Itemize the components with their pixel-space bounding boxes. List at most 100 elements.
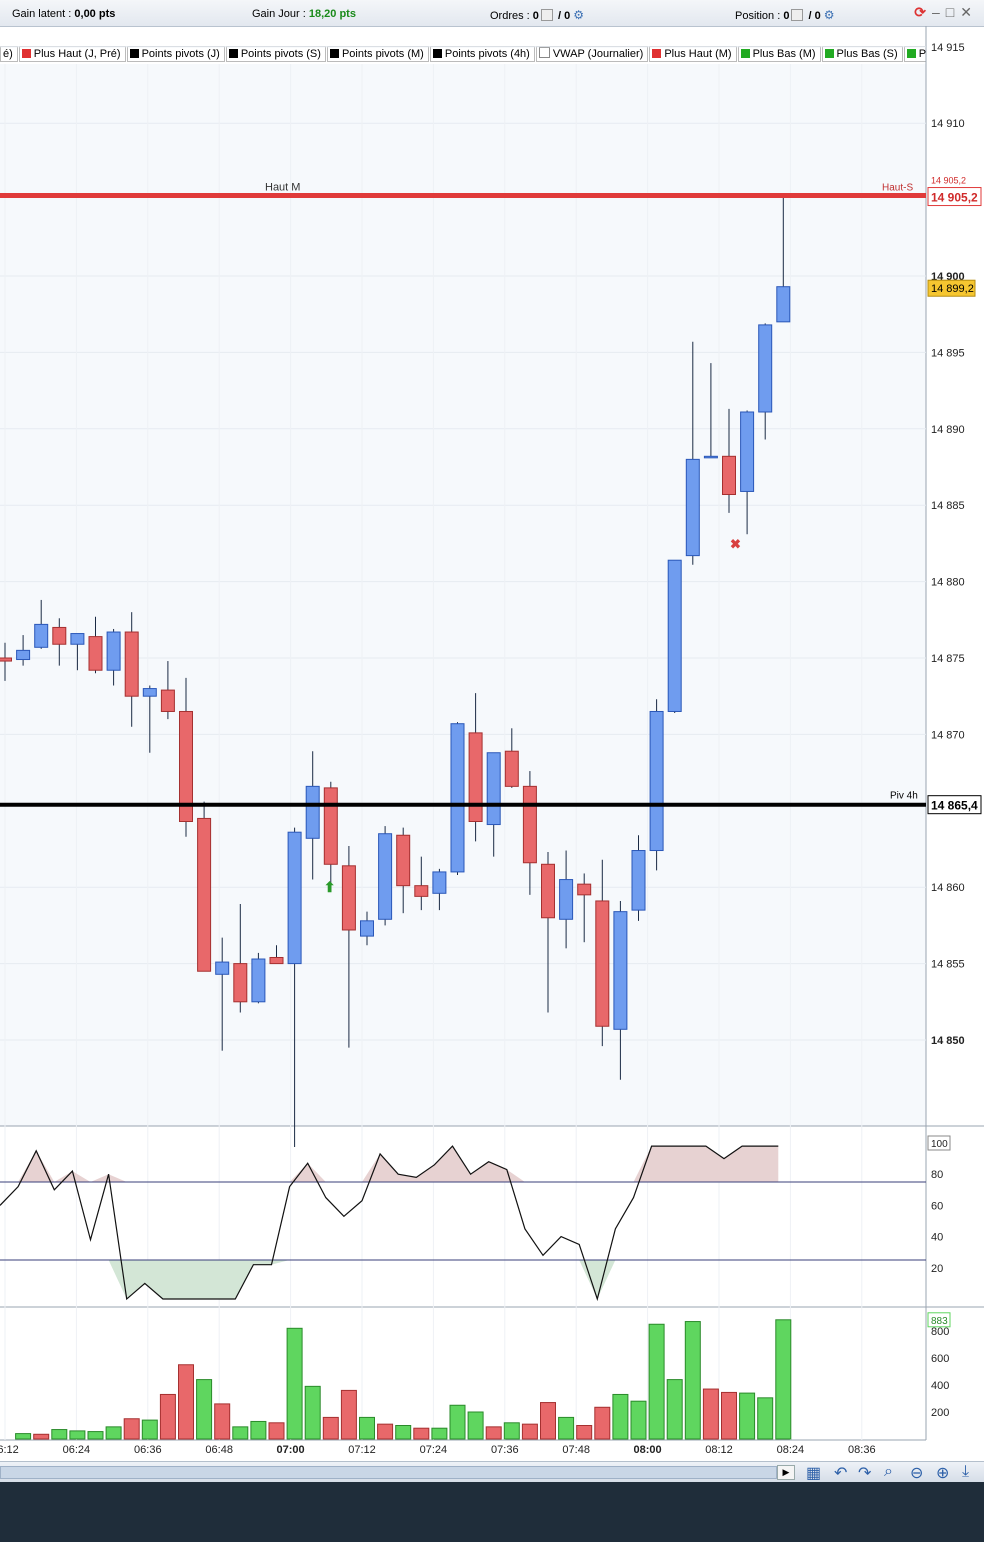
candle-body xyxy=(16,649,31,661)
time-tick-label: 07:48 xyxy=(562,1444,590,1456)
candle-body xyxy=(88,636,103,671)
gain-latent-value: 0,00 pts xyxy=(74,8,116,20)
candles: ⬆✖ xyxy=(0,196,791,1147)
time-tick-label: 06:12 xyxy=(0,1444,19,1456)
volume-tick-label: 200 xyxy=(931,1407,949,1419)
chart-toolbar: ▶ ▦ ↶ ↷ ⌕ ⊖ ⊕ ⤓ xyxy=(0,1461,984,1482)
legend-item[interactable]: Plus Bas (S) xyxy=(821,46,903,62)
candle-body xyxy=(160,689,175,712)
zoom-in-icon[interactable]: ⊕ xyxy=(936,1465,950,1482)
haut-m-partial-label: 14 905,2 xyxy=(931,176,966,186)
volume-bar xyxy=(69,1430,86,1440)
legend-item[interactable]: Points pivots (M) xyxy=(326,46,429,62)
volume-bar xyxy=(250,1420,267,1440)
volume-bar xyxy=(105,1426,122,1440)
volume-bar xyxy=(449,1404,466,1440)
redo-icon[interactable]: ↷ xyxy=(858,1465,872,1482)
last-price-badge xyxy=(927,279,976,297)
stochastic-pane: 10080604020100 xyxy=(0,1135,951,1302)
minimize-icon[interactable]: – xyxy=(932,4,946,20)
buy-arrow-icon: ⬆ xyxy=(324,879,336,895)
volume-bar xyxy=(721,1391,737,1440)
volume-pane: 800 600 400 200 883 xyxy=(15,1312,951,1440)
legend-item[interactable]: Points pivots (J) xyxy=(126,46,225,62)
volume-tick-label: 600 xyxy=(931,1353,949,1365)
volume-tick-label: 800 xyxy=(931,1326,949,1338)
zoom-fit-icon[interactable]: ⌕ xyxy=(884,1463,893,1480)
close-icon[interactable]: ✕ xyxy=(960,4,978,20)
legend-swatch xyxy=(824,49,834,58)
volume-bar xyxy=(51,1429,68,1440)
stoch-value-label: 100 xyxy=(931,1139,948,1150)
position-value-2: / 0 xyxy=(808,10,821,22)
candle-body xyxy=(0,657,12,662)
undo-icon[interactable]: ↶ xyxy=(834,1465,848,1482)
orders-settings-icon[interactable]: ⚙ xyxy=(573,8,585,22)
piv-4h-badge-label: 14 865,4 xyxy=(931,799,978,813)
scroll-right-button[interactable]: ▶ xyxy=(777,1465,795,1480)
volume-bar xyxy=(413,1427,430,1440)
legend-label: Plus Bas (S) xyxy=(836,48,898,60)
candle-body xyxy=(305,785,320,839)
position-settings-icon[interactable]: ⚙ xyxy=(823,8,835,22)
candle-body xyxy=(468,732,483,822)
piv-4h-badge xyxy=(927,795,982,815)
legend-item[interactable]: Plus Bas (M) xyxy=(737,46,821,62)
scroll-end-icon[interactable]: ⤓ xyxy=(962,1463,970,1480)
price-tick-label: 14 860 xyxy=(931,882,965,894)
volume-bar xyxy=(630,1400,647,1440)
chart-scrollbar[interactable] xyxy=(0,1466,777,1479)
time-tick-label: 08:12 xyxy=(705,1444,733,1456)
orders-list-icon[interactable] xyxy=(540,9,553,21)
candle-body xyxy=(197,817,212,972)
legend-label: Plus Ba xyxy=(918,48,926,60)
volume-bar xyxy=(594,1406,611,1440)
candle-body xyxy=(378,833,393,920)
time-tick-label: 08:36 xyxy=(848,1444,876,1456)
ordres-label: Ordres : xyxy=(490,10,530,22)
volume-bar xyxy=(232,1426,249,1440)
legend-label: é) xyxy=(3,48,13,60)
volume-bar xyxy=(485,1426,502,1440)
stoch-tick-label: 40 xyxy=(931,1232,943,1244)
candle-body xyxy=(233,963,248,1003)
candle-body xyxy=(396,834,411,887)
time-tick-label: 07:24 xyxy=(420,1444,448,1456)
time-tick-label: 06:48 xyxy=(205,1444,233,1456)
candle-body xyxy=(631,850,646,911)
haut-m-badge xyxy=(927,187,982,207)
last-price-label: 14 899,2 xyxy=(931,283,974,295)
volume-bar xyxy=(196,1379,213,1440)
volume-bar xyxy=(304,1385,321,1440)
maximize-icon[interactable]: □ xyxy=(945,4,961,20)
price-pane-bg xyxy=(0,64,926,1126)
volume-value-label: 883 xyxy=(931,1316,948,1327)
price-tick-label: 14 870 xyxy=(931,729,965,741)
candle-body xyxy=(649,710,664,852)
candle-body xyxy=(541,863,555,919)
candle-body xyxy=(179,710,193,822)
price-levels: Haut M Haut-S Piv 4h xyxy=(0,182,926,807)
candle-body xyxy=(34,623,49,648)
calendar-icon[interactable]: ▦ xyxy=(806,1465,822,1482)
zoom-out-icon[interactable]: ⊖ xyxy=(910,1465,924,1482)
candle-body xyxy=(504,750,519,787)
candle-body xyxy=(595,900,610,1027)
grid xyxy=(0,46,926,1440)
volume-bar xyxy=(503,1422,520,1440)
haut-s-label: Haut-S xyxy=(882,183,913,194)
position-list-icon[interactable] xyxy=(791,9,804,21)
price-tick-label: 14 875 xyxy=(931,653,965,665)
legend-label: Points pivots (J) xyxy=(141,48,220,60)
volume-bar xyxy=(123,1418,140,1440)
gain-latent: Gain latent : 0,00 pts xyxy=(12,8,115,20)
volume-bar xyxy=(739,1392,756,1440)
candle-body xyxy=(341,865,356,931)
refresh-icon[interactable]: ⟳ xyxy=(914,4,932,20)
legend-swatch xyxy=(652,49,662,58)
volume-bar xyxy=(33,1433,50,1440)
candle-body xyxy=(52,626,67,645)
legend-item[interactable]: Points pivots (S) xyxy=(225,46,326,62)
candle-body xyxy=(486,752,501,826)
